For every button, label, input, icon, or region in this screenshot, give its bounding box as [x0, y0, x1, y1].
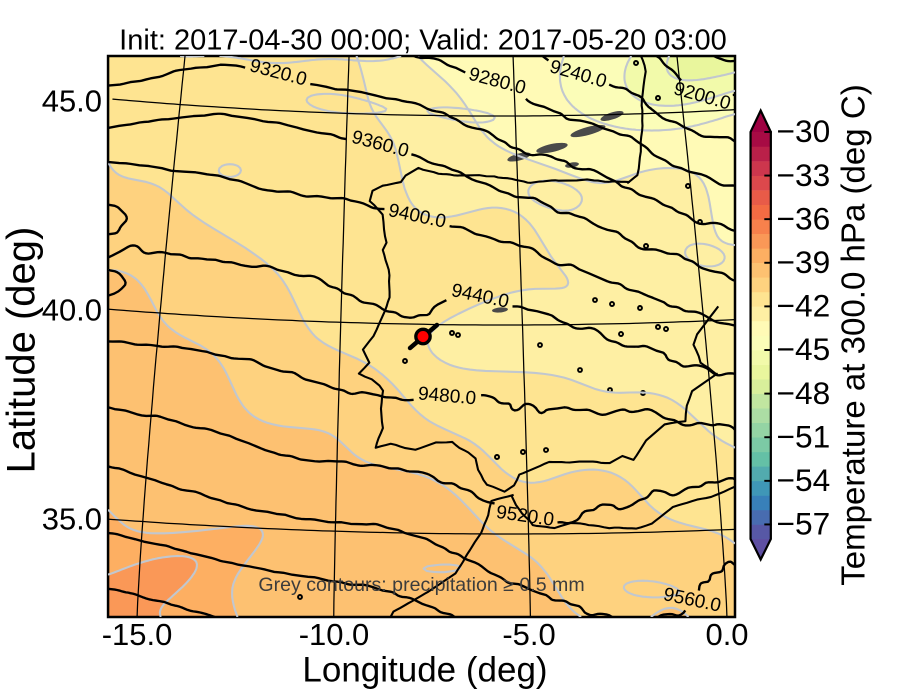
- svg-text:−51: −51: [777, 418, 831, 454]
- svg-text:-15.0: -15.0: [102, 617, 173, 652]
- svg-text:−39: −39: [777, 244, 831, 280]
- svg-text:−57: −57: [777, 506, 831, 542]
- svg-text:Longitude (deg): Longitude (deg): [302, 650, 547, 689]
- svg-text:40.0: 40.0: [42, 293, 102, 328]
- svg-text:−45: −45: [777, 331, 831, 367]
- svg-text:−54: −54: [777, 462, 831, 498]
- svg-text:0.0: 0.0: [705, 617, 748, 652]
- svg-text:Temperature at 300.0 hPa (deg: Temperature at 300.0 hPa (deg C): [836, 84, 873, 586]
- svg-text:Grey contours: precipitation ≥: Grey contours: precipitation ≥ 0.5 mm: [258, 574, 584, 596]
- svg-text:−48: −48: [777, 375, 831, 411]
- svg-text:35.0: 35.0: [42, 501, 102, 536]
- svg-text:45.0: 45.0: [42, 83, 102, 118]
- svg-text:Init: 2017-04-30 00:00; Valid:: Init: 2017-04-30 00:00; Valid: 2017-05-2…: [119, 24, 727, 56]
- svg-text:Latitude (deg): Latitude (deg): [0, 227, 43, 474]
- svg-text:-5.0: -5.0: [502, 617, 555, 652]
- svg-text:−33: −33: [777, 157, 831, 193]
- svg-text:-10.0: -10.0: [299, 617, 370, 652]
- svg-text:9480.0: 9480.0: [417, 383, 477, 409]
- svg-text:−36: −36: [777, 200, 831, 236]
- svg-text:−30: −30: [777, 113, 831, 149]
- svg-text:−42: −42: [777, 288, 831, 324]
